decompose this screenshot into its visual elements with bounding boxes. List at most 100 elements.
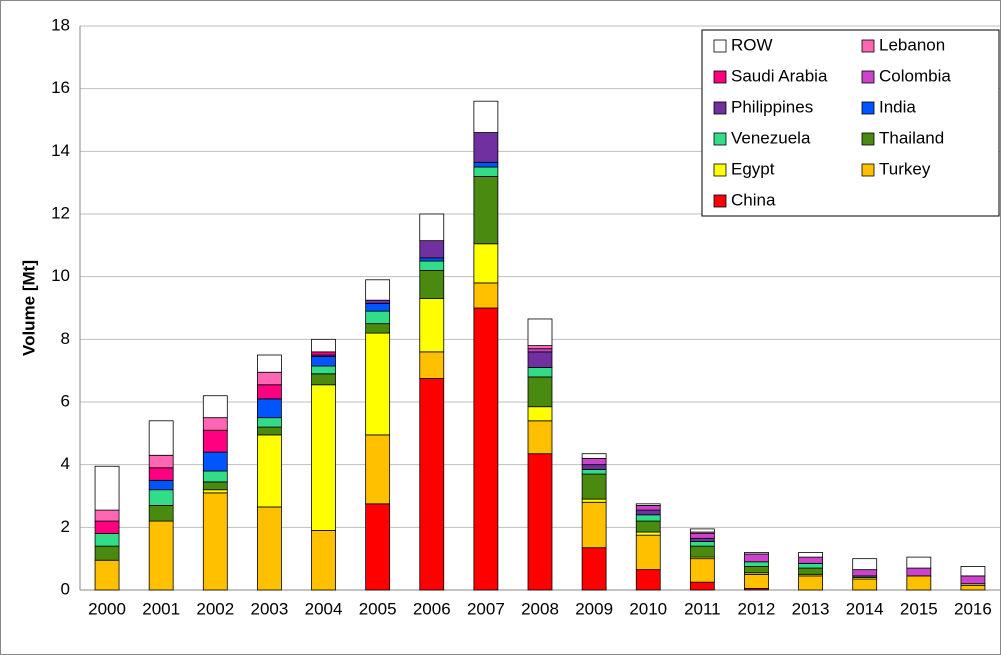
bar-segment	[257, 426, 282, 436]
bar-segment	[581, 498, 607, 503]
bar-segment	[960, 584, 986, 591]
bar-segment	[473, 132, 499, 163]
legend-swatch	[713, 39, 727, 53]
bar-segment	[148, 467, 174, 481]
legend-label: China	[731, 190, 776, 209]
bar-segment	[311, 530, 336, 591]
bar-segment	[202, 395, 228, 419]
legend-label: ROW	[731, 35, 773, 54]
bar-segment	[311, 365, 336, 375]
bar-segment	[798, 552, 823, 558]
x-tick-label: 2004	[305, 599, 343, 618]
bar-segment	[257, 506, 282, 591]
bar-segment	[906, 556, 932, 569]
x-tick-label: 2003	[250, 599, 288, 618]
bar-segment	[689, 558, 715, 583]
legend-swatch	[861, 163, 875, 177]
x-tick-label: 2007	[467, 599, 505, 618]
x-tick-label: 2012	[738, 599, 776, 618]
bar-segment	[148, 454, 174, 469]
legend-swatch	[713, 132, 727, 146]
bar-segment	[257, 434, 282, 508]
bar-segment	[798, 567, 823, 575]
y-tick-label: 0	[61, 579, 70, 598]
bar-segment	[744, 552, 769, 555]
bar-segment	[527, 376, 553, 408]
bar-segment	[635, 503, 661, 506]
bar-segment	[473, 307, 499, 591]
bar-segment	[148, 479, 174, 491]
y-tick-label: 10	[51, 266, 70, 285]
bar-segment	[365, 279, 391, 301]
bar-segment	[527, 420, 553, 455]
bar-segment	[202, 417, 228, 431]
bar-segment	[527, 351, 553, 368]
bar-segment	[257, 417, 282, 428]
x-tick-label: 2010	[629, 599, 667, 618]
x-tick-label: 2008	[521, 599, 559, 618]
legend-label: Turkey	[879, 159, 931, 178]
bar-segment	[257, 371, 282, 386]
bar-segment	[798, 575, 823, 591]
legend-swatch	[861, 39, 875, 53]
bar-segment	[365, 310, 391, 325]
bar-segment	[419, 298, 445, 353]
y-tick-label: 14	[51, 141, 70, 160]
bar-segment	[473, 100, 499, 133]
bar-segment	[365, 503, 391, 591]
bar-segment	[365, 332, 391, 436]
y-tick-label: 6	[61, 391, 70, 410]
bar-segment	[365, 323, 391, 334]
bar-segment	[94, 509, 120, 522]
bar-segment	[148, 420, 174, 456]
bar-segment	[202, 492, 228, 591]
bar-segment	[689, 533, 715, 539]
bar-segment	[419, 213, 445, 242]
x-tick-label: 2001	[142, 599, 180, 618]
bar-segment	[473, 243, 499, 284]
bar-segment	[473, 161, 499, 168]
legend-label: Egypt	[731, 159, 775, 178]
bar-segment	[744, 561, 769, 567]
bar-segment	[202, 489, 228, 494]
bar-segment	[635, 520, 661, 533]
bar-segment	[419, 257, 445, 262]
legend-label: Saudi Arabia	[731, 66, 828, 85]
bar-segment	[311, 338, 336, 353]
bar-segment	[581, 473, 607, 500]
y-tick-label: 8	[61, 329, 70, 348]
x-tick-label: 2002	[196, 599, 234, 618]
bar-segment	[527, 453, 553, 591]
bar-segment	[581, 453, 607, 459]
legend-swatch	[861, 132, 875, 146]
legend-label: Venezuela	[731, 128, 811, 147]
bar-segment	[257, 398, 282, 419]
bar-segment	[311, 373, 336, 386]
x-tick-label: 2016	[954, 599, 992, 618]
bar-segment	[689, 545, 715, 558]
legend-label: Thailand	[879, 128, 944, 147]
bar-segment	[202, 429, 228, 453]
legend-box	[701, 29, 1000, 217]
bar-segment	[94, 559, 120, 591]
bar-segment	[744, 566, 769, 574]
legend-label: Colombia	[879, 66, 951, 85]
bar-segment	[94, 520, 120, 534]
legend-swatch	[713, 70, 727, 84]
bar-segment	[148, 489, 174, 506]
bar-segment	[419, 378, 445, 591]
bar-segment	[257, 384, 282, 400]
bar-segment	[94, 533, 120, 547]
legend-swatch	[713, 163, 727, 177]
bar-segment	[473, 175, 499, 245]
legend-swatch	[713, 194, 727, 208]
bar-segment	[798, 556, 823, 564]
bar-segment	[581, 547, 607, 591]
bar-segment	[581, 501, 607, 549]
bar-segment	[852, 569, 878, 577]
bar-segment	[635, 509, 661, 516]
legend-swatch	[713, 101, 727, 115]
bar-segment	[473, 282, 499, 309]
bar-segment	[527, 348, 553, 353]
